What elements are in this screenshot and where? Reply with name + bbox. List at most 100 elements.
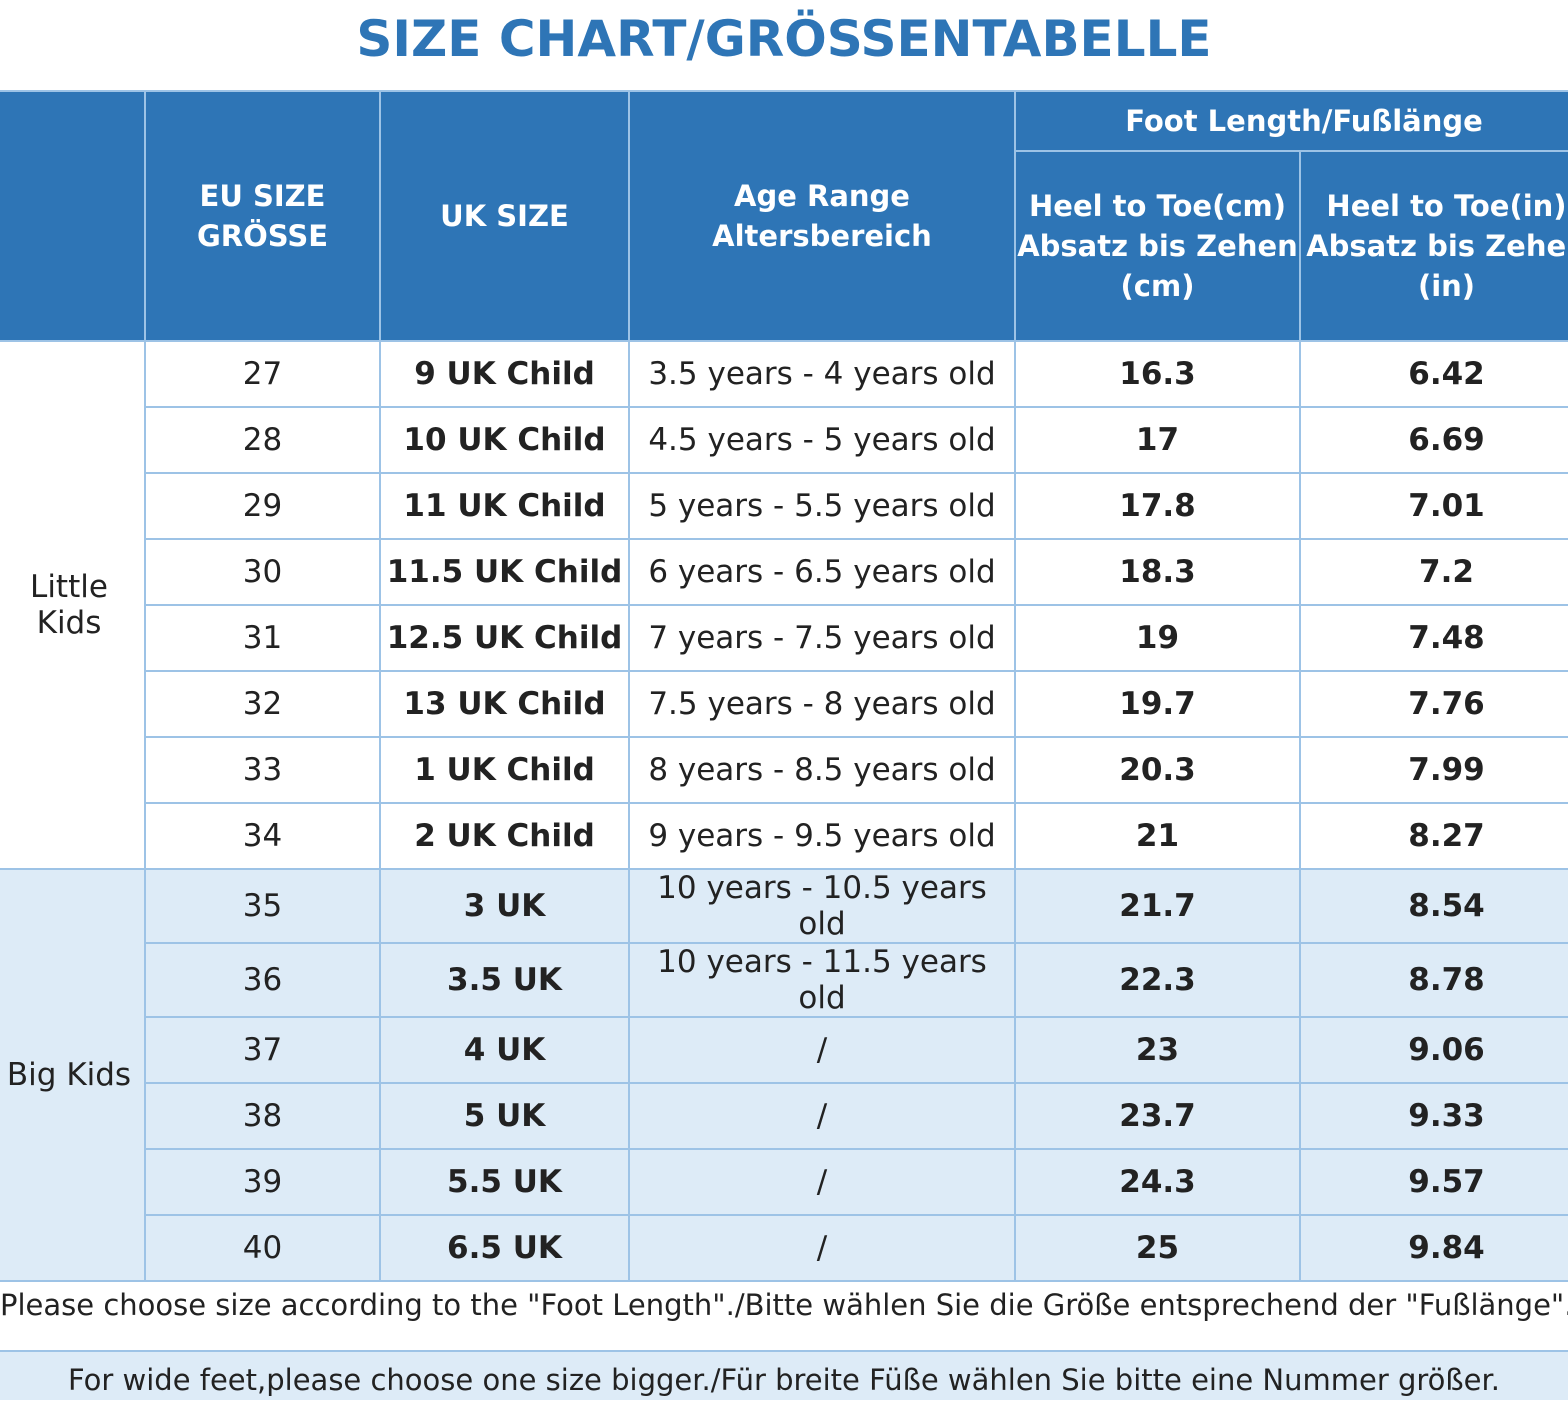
foot-length-in-cell: 7.99 <box>1298 736 1568 804</box>
table-row: 37 4 UK / 23 9.06 <box>0 1016 1568 1084</box>
table-row: 36 3.5 UK 10 years - 11.5 years old 22.3… <box>0 942 1568 1018</box>
table-row: 38 5 UK / 23.7 9.33 <box>0 1082 1568 1150</box>
age-range-header-line1: Age Range <box>734 179 910 213</box>
foot-length-header: Foot Length/Fußlänge <box>1013 90 1568 152</box>
foot-length-cm-cell: 21.7 <box>1014 868 1301 944</box>
eu-size-cell: 32 <box>144 670 381 738</box>
uk-size-cell: 3 UK <box>379 868 630 944</box>
age-range-cell: 8 years - 8.5 years old <box>628 736 1016 804</box>
uk-size-header: UK SIZE <box>379 90 630 342</box>
foot-length-in-cell: 6.42 <box>1298 340 1568 408</box>
uk-size-cell: 5.5 UK <box>379 1148 630 1216</box>
wide-feet-note: For wide feet,please choose one size big… <box>0 1350 1568 1400</box>
table-body: Little Kids 27 9 UK Child 3.5 years - 4 … <box>0 340 1568 1282</box>
foot-length-in-cell: 8.27 <box>1298 802 1568 870</box>
foot-length-in-cell: 9.57 <box>1298 1148 1568 1216</box>
cm-header-line1: Heel to Toe(cm) <box>1029 189 1286 223</box>
age-range-header-line2: Altersbereich <box>712 219 932 253</box>
foot-length-cm-cell: 18.3 <box>1014 538 1301 606</box>
table-row: 34 2 UK Child 9 years - 9.5 years old 21… <box>0 802 1568 870</box>
foot-length-in-cell: 6.69 <box>1298 406 1568 474</box>
eu-size-cell: 27 <box>144 340 381 408</box>
uk-size-cell: 11 UK Child <box>379 472 630 540</box>
cm-header-line2: Absatz bis Zehen <box>1017 229 1298 263</box>
age-range-cell: / <box>628 1148 1016 1216</box>
uk-size-cell: 12.5 UK Child <box>379 604 630 672</box>
uk-size-cell: 5 UK <box>379 1082 630 1150</box>
age-range-cell: 9 years - 9.5 years old <box>628 802 1016 870</box>
eu-size-cell: 40 <box>144 1214 381 1282</box>
foot-length-in-cell: 8.78 <box>1298 942 1568 1018</box>
age-range-cell: 7 years - 7.5 years old <box>628 604 1016 672</box>
table-row: 28 10 UK Child 4.5 years - 5 years old 1… <box>0 406 1568 474</box>
foot-length-note: Please choose size according to the "Foo… <box>0 1288 1568 1322</box>
foot-length-cm-cell: 22.3 <box>1014 942 1301 1018</box>
eu-size-cell: 38 <box>144 1082 381 1150</box>
uk-size-cell: 3.5 UK <box>379 942 630 1018</box>
foot-length-in-cell: 7.76 <box>1298 670 1568 738</box>
age-range-cell: 3.5 years - 4 years old <box>628 340 1016 408</box>
eu-size-cell: 37 <box>144 1016 381 1084</box>
size-chart-table: EU SIZE GRÖSSE UK SIZE Age Range Altersb… <box>0 90 1568 1282</box>
age-range-cell: 6 years - 6.5 years old <box>628 538 1016 606</box>
in-header-line2: Absatz bis Zehen <box>1306 229 1568 263</box>
in-header-line1: Heel to Toe(in) <box>1326 189 1567 223</box>
uk-size-cell: 6.5 UK <box>379 1214 630 1282</box>
foot-length-cm-cell: 16.3 <box>1014 340 1301 408</box>
foot-length-in-cell: 8.54 <box>1298 868 1568 944</box>
age-range-cell: 10 years - 10.5 years old <box>628 868 1016 944</box>
page-title: SIZE CHART/GRÖSSENTABELLE <box>356 10 1212 68</box>
foot-length-in-cell: 9.84 <box>1298 1214 1568 1282</box>
age-range-cell: / <box>628 1016 1016 1084</box>
table-row: 29 11 UK Child 5 years - 5.5 years old 1… <box>0 472 1568 540</box>
eu-size-cell: 39 <box>144 1148 381 1216</box>
in-header-line3: (in) <box>1417 269 1476 303</box>
uk-size-cell: 4 UK <box>379 1016 630 1084</box>
uk-size-cell: 1 UK Child <box>379 736 630 804</box>
eu-size-header-line1: EU SIZE <box>199 179 326 213</box>
foot-length-cm-cell: 23.7 <box>1014 1082 1301 1150</box>
uk-size-header-label: UK SIZE <box>440 199 569 233</box>
table-row: 31 12.5 UK Child 7 years - 7.5 years old… <box>0 604 1568 672</box>
table-row: 33 1 UK Child 8 years - 8.5 years old 20… <box>0 736 1568 804</box>
uk-size-cell: 13 UK Child <box>379 670 630 738</box>
heel-to-toe-in-header: Heel to Toe(in) Absatz bis Zehen (in) <box>1298 150 1568 342</box>
age-range-cell: / <box>628 1214 1016 1282</box>
foot-length-cm-cell: 17 <box>1014 406 1301 474</box>
table-header: EU SIZE GRÖSSE UK SIZE Age Range Altersb… <box>0 90 1568 342</box>
age-range-header: Age Range Altersbereich <box>628 90 1016 342</box>
table-row: 40 6.5 UK / 25 9.84 <box>0 1214 1568 1282</box>
group-little-kids: Little Kids <box>0 340 146 870</box>
foot-length-cm-cell: 20.3 <box>1014 736 1301 804</box>
uk-size-cell: 9 UK Child <box>379 340 630 408</box>
table-row: 32 13 UK Child 7.5 years - 8 years old 1… <box>0 670 1568 738</box>
foot-length-cm-cell: 19 <box>1014 604 1301 672</box>
foot-length-cm-cell: 24.3 <box>1014 1148 1301 1216</box>
table-row: Little Kids 27 9 UK Child 3.5 years - 4 … <box>0 340 1568 870</box>
eu-size-header: EU SIZE GRÖSSE <box>144 90 381 342</box>
eu-size-cell: 35 <box>144 868 381 944</box>
foot-length-in-cell: 7.48 <box>1298 604 1568 672</box>
foot-length-cm-cell: 25 <box>1014 1214 1301 1282</box>
foot-length-cm-cell: 19.7 <box>1014 670 1301 738</box>
cm-header-line3: (cm) <box>1120 269 1195 303</box>
eu-size-cell: 29 <box>144 472 381 540</box>
foot-length-cm-cell: 17.8 <box>1014 472 1301 540</box>
age-range-cell: 10 years - 11.5 years old <box>628 942 1016 1018</box>
eu-size-cell: 30 <box>144 538 381 606</box>
eu-size-cell: 36 <box>144 942 381 1018</box>
table-row: Big Kids 35 3 UK 10 years - 10.5 years o… <box>0 868 1568 1282</box>
eu-size-cell: 31 <box>144 604 381 672</box>
foot-length-cm-cell: 21 <box>1014 802 1301 870</box>
foot-length-in-cell: 7.01 <box>1298 472 1568 540</box>
eu-size-cell: 34 <box>144 802 381 870</box>
eu-size-header-line2: GRÖSSE <box>196 219 329 253</box>
age-range-cell: 5 years - 5.5 years old <box>628 472 1016 540</box>
uk-size-cell: 11.5 UK Child <box>379 538 630 606</box>
foot-length-in-cell: 9.33 <box>1298 1082 1568 1150</box>
heel-to-toe-cm-header: Heel to Toe(cm) Absatz bis Zehen (cm) <box>1014 150 1301 342</box>
group-big-kids: Big Kids <box>0 868 146 1282</box>
eu-size-cell: 28 <box>144 406 381 474</box>
group-header-cell <box>0 90 146 342</box>
uk-size-cell: 10 UK Child <box>379 406 630 474</box>
